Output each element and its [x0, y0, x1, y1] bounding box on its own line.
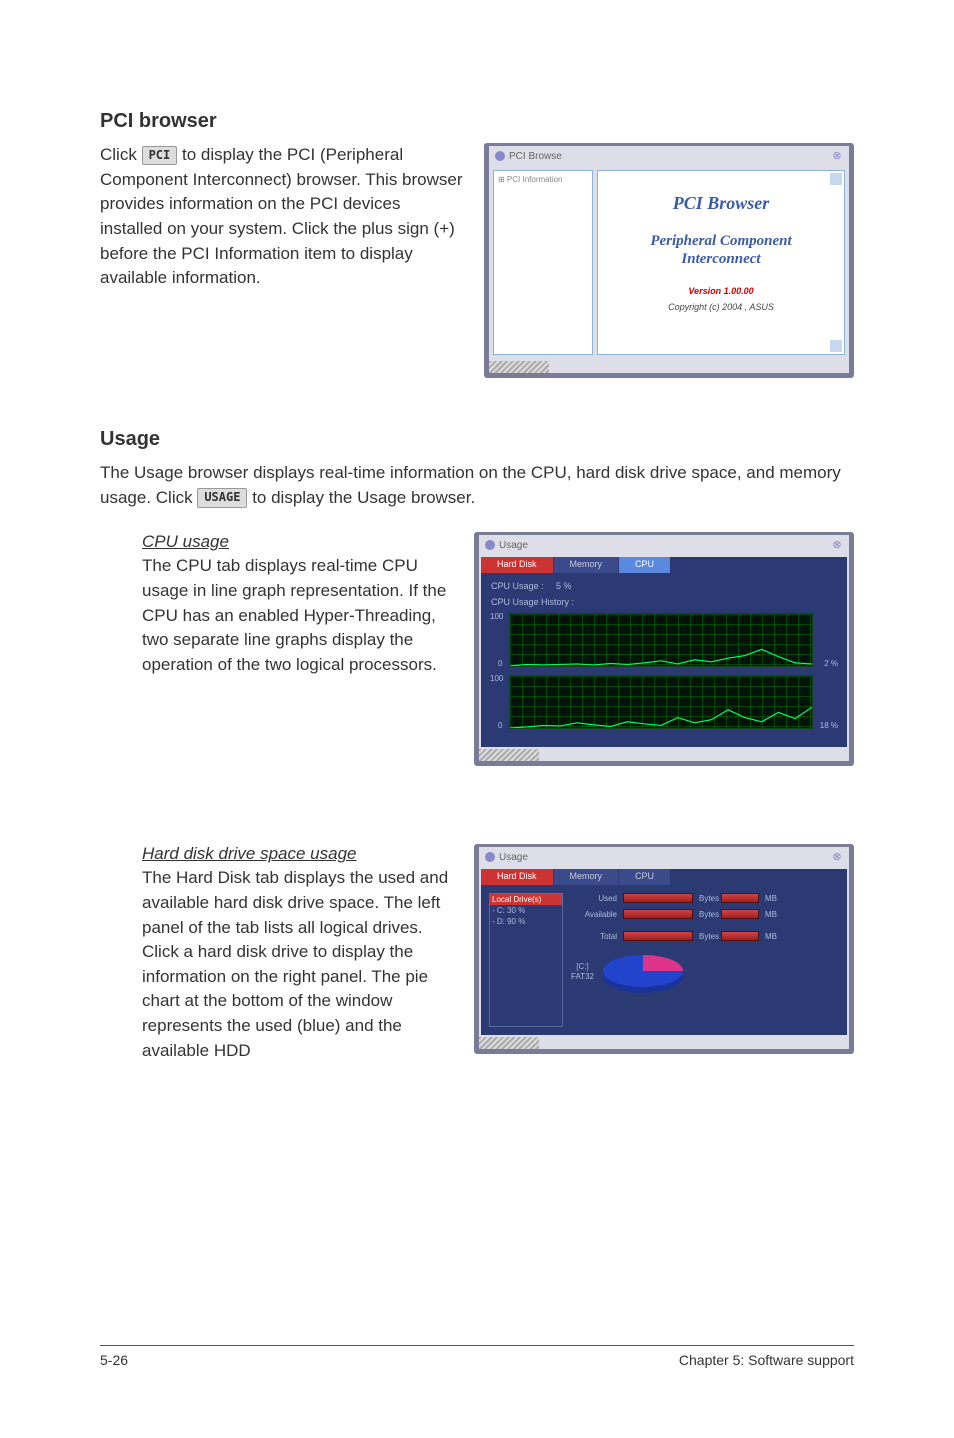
pci-logo-text: PCI Browser	[673, 193, 770, 214]
hdd-bar	[623, 909, 693, 919]
cpu-usage-value: 5 %	[556, 581, 572, 591]
pci-window-title: PCI Browse	[509, 151, 562, 162]
hdd-subtitle: Hard disk drive space usage	[142, 844, 456, 864]
hdd-window-title: Usage	[499, 852, 528, 863]
axis-0: 0	[498, 659, 502, 668]
resize-grip-icon[interactable]	[479, 1037, 539, 1049]
drive-list[interactable]: Local Drive(s) - C: 30 % - D: 90 %	[489, 893, 563, 1027]
pci-sub-line1: Peripheral Component	[650, 232, 791, 250]
pci-tree-panel[interactable]: ⊞ PCI Information	[493, 170, 593, 355]
hdd-mb: MB	[765, 932, 781, 941]
page-number: 5-26	[100, 1352, 128, 1368]
pci-copyright: Copyright (c) 2004 , ASUS	[668, 302, 774, 312]
hdd-mb: MB	[765, 910, 781, 919]
hdd-bar	[623, 893, 693, 903]
hdd-pctbar	[721, 909, 759, 919]
tab-harddisk[interactable]: Hard Disk	[481, 557, 554, 573]
usage-para-post: to display the Usage browser.	[252, 488, 475, 507]
tab-harddisk[interactable]: Hard Disk	[481, 869, 554, 885]
hdd-row-key: Used	[571, 894, 617, 903]
hdd-unit: Bytes	[699, 910, 715, 919]
chapter-label: Chapter 5: Software support	[679, 1352, 854, 1368]
tab-cpu[interactable]: CPU	[619, 869, 671, 885]
pci-para-pre: Click	[100, 145, 142, 164]
cpu-tabs: Hard Disk Memory CPU	[481, 557, 847, 573]
axis-100: 100	[490, 674, 503, 683]
close-icon[interactable]: ⊗	[831, 851, 843, 863]
pci-inline-button[interactable]: PCI	[142, 146, 178, 165]
cpu-usage-label: CPU Usage :	[491, 581, 544, 591]
pci-sub-line2: Interconnect	[650, 250, 791, 268]
hdd-row-key: Total	[571, 932, 617, 941]
hdd-pctbar	[721, 893, 759, 903]
cpu-window-titlebar: Usage ⊗	[479, 535, 849, 555]
window-icon	[485, 852, 495, 862]
tab-memory[interactable]: Memory	[554, 869, 620, 885]
cpu-graph1-pct: 2 %	[824, 659, 838, 668]
scroll-up-icon[interactable]	[830, 173, 842, 185]
pci-section-title: PCI browser	[100, 110, 854, 133]
cpu-window-title: Usage	[499, 540, 528, 551]
drive-detail-panel: UsedBytesMBAvailableBytesMBTotalBytesMB …	[571, 893, 839, 1027]
drive-list-header: Local Drive(s)	[490, 894, 562, 905]
close-icon[interactable]: ⊗	[831, 150, 843, 162]
hdd-row: Available Bytes MB	[571, 909, 839, 919]
usage-paragraph: The Usage browser displays real-time inf…	[100, 461, 854, 510]
hdd-tabs: Hard Disk Memory CPU	[481, 869, 847, 885]
usage-inline-button[interactable]: USAGE	[197, 488, 247, 507]
pci-version: Version 1.00.00	[688, 286, 753, 296]
pci-info-panel: PCI Browser Peripheral Component Interco…	[597, 170, 845, 355]
cpu-usage-window: Usage ⊗ Hard Disk Memory CPU CPU Usage :…	[474, 532, 854, 766]
hdd-row: Used Bytes MB	[571, 893, 839, 903]
tab-memory[interactable]: Memory	[554, 557, 620, 573]
window-icon	[495, 151, 505, 161]
pci-tree-root[interactable]: ⊞ PCI Information	[498, 175, 563, 184]
drive-row[interactable]: - D: 90 %	[490, 916, 562, 927]
cpu-body-text: The CPU tab displays real-time CPU usage…	[142, 554, 456, 677]
hdd-mb: MB	[765, 894, 781, 903]
cpu-graph2-pct: 18 %	[820, 721, 838, 730]
tab-cpu[interactable]: CPU	[619, 557, 671, 573]
hdd-unit: Bytes	[699, 932, 715, 941]
cpu-graph-2: 100 0 18 %	[509, 675, 813, 729]
pie-label-1: [C:]	[571, 962, 594, 972]
resize-grip-icon[interactable]	[489, 361, 549, 373]
pci-paragraph: Click PCI to display the PCI (Peripheral…	[100, 143, 466, 291]
hdd-row: Total Bytes MB	[571, 931, 839, 941]
window-icon	[485, 540, 495, 550]
cpu-subtitle: CPU usage	[142, 532, 456, 552]
close-icon[interactable]: ⊗	[831, 539, 843, 551]
resize-grip-icon[interactable]	[479, 749, 539, 761]
pci-subtitle: Peripheral Component Interconnect	[650, 232, 791, 268]
cpu-history-label: CPU Usage History :	[491, 597, 837, 607]
cpu-graph-1: 100 0 2 %	[509, 613, 813, 667]
hdd-body-text: The Hard Disk tab displays the used and …	[142, 866, 456, 1063]
hdd-window-titlebar: Usage ⊗	[479, 847, 849, 867]
hdd-pctbar	[721, 931, 759, 941]
pie-label-2: FAT32	[571, 972, 594, 982]
hdd-unit: Bytes	[699, 894, 715, 903]
pci-browser-window: PCI Browse ⊗ ⊞ PCI Information PCI Brows…	[484, 143, 854, 378]
hdd-bar	[623, 931, 693, 941]
drive-row[interactable]: - C: 30 %	[490, 905, 562, 916]
pci-window-titlebar: PCI Browse ⊗	[489, 146, 849, 166]
hdd-usage-window: Usage ⊗ Hard Disk Memory CPU Local Drive…	[474, 844, 854, 1054]
pci-para-post: to display the PCI (Peripheral Component…	[100, 145, 463, 287]
axis-0: 0	[498, 721, 502, 730]
page-footer: 5-26 Chapter 5: Software support	[100, 1345, 854, 1368]
scroll-down-icon[interactable]	[830, 340, 842, 352]
hdd-pie-chart	[600, 947, 686, 997]
axis-100: 100	[490, 612, 503, 621]
hdd-row-key: Available	[571, 910, 617, 919]
usage-section-title: Usage	[100, 428, 854, 451]
